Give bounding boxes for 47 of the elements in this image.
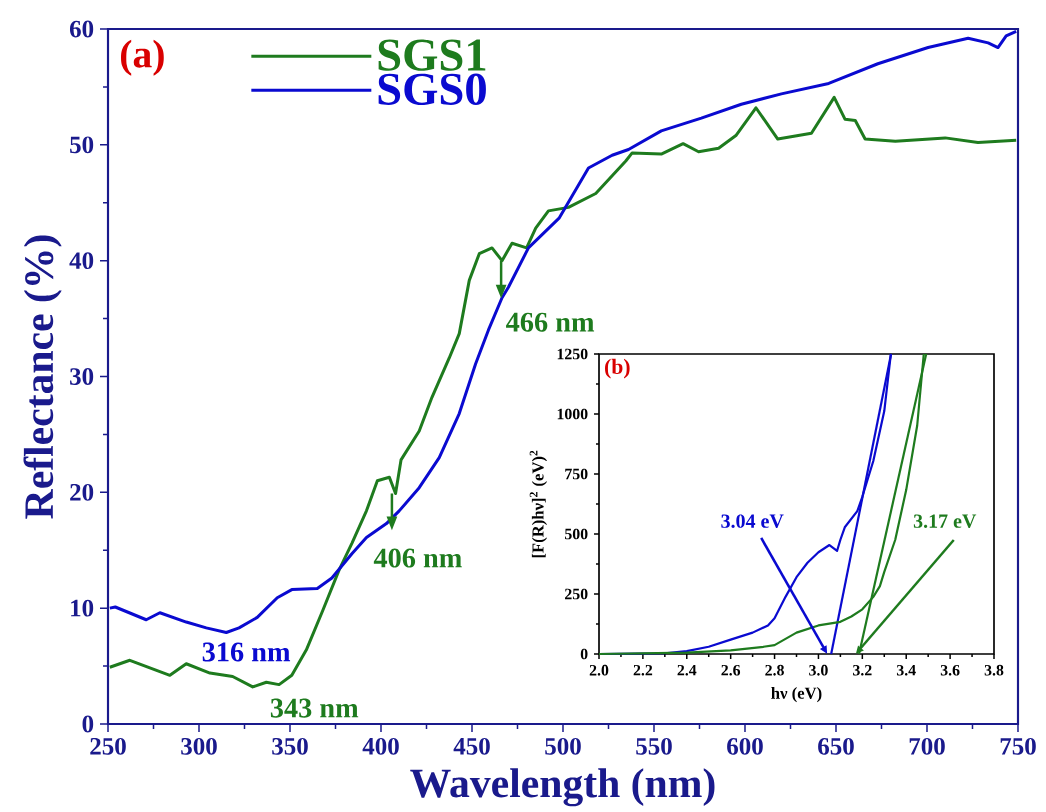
x-tick-label: 700 bbox=[909, 737, 945, 755]
x-tick-label: 650 bbox=[818, 737, 854, 755]
y-tick-label: 20 bbox=[70, 483, 94, 501]
x-tick-label: 2.2 bbox=[633, 664, 653, 676]
annotation: 3.04 eV bbox=[721, 514, 784, 528]
x-tick-label: 300 bbox=[181, 737, 217, 755]
x-tick-label: 450 bbox=[453, 737, 490, 755]
y-tick-label: 50 bbox=[70, 136, 94, 154]
annotation: (a) bbox=[121, 39, 164, 76]
x-tick-label: 2.6 bbox=[721, 664, 741, 676]
y-axis-title: [F(R)hν]$^{2}$ (eV)$^{2}$ bbox=[529, 450, 548, 558]
x-tick-label: 600 bbox=[727, 737, 763, 755]
legend-label: SGS1 bbox=[378, 39, 486, 71]
y-tick-label: 40 bbox=[69, 252, 94, 270]
x-tick-label: 2.8 bbox=[765, 664, 784, 676]
y-tick-label: 10 bbox=[71, 599, 94, 617]
x-tick-label: 2.4 bbox=[677, 664, 697, 676]
legend-label: SGS0 bbox=[378, 73, 486, 106]
x-tick-label: 3.6 bbox=[940, 664, 960, 676]
annotation: 3.17 eV bbox=[913, 514, 977, 528]
y-tick-label: 0 bbox=[82, 715, 94, 733]
x-tick-label: 3.8 bbox=[984, 664, 1004, 676]
x-axis-title: hν (eV) bbox=[771, 687, 822, 703]
x-tick-label: 3.2 bbox=[853, 664, 872, 676]
y-tick-label: 250 bbox=[565, 588, 588, 600]
annotation: (b) bbox=[605, 358, 630, 379]
y-tick-label: 30 bbox=[70, 368, 94, 385]
x-tick-label: 2.0 bbox=[589, 664, 609, 676]
x-tick-label: 350 bbox=[272, 737, 308, 755]
x-tick-label: 550 bbox=[636, 737, 672, 755]
annotation: 316 nm bbox=[202, 642, 291, 662]
y-tick-label: 60 bbox=[69, 20, 94, 38]
y-tick-label: 1250 bbox=[557, 348, 588, 360]
x-axis-title: Wavelength (nm) bbox=[410, 768, 715, 807]
x-tick-label: 3.0 bbox=[809, 664, 828, 676]
y-tick-label: 1000 bbox=[557, 408, 588, 420]
y-tick-label: 500 bbox=[564, 528, 588, 540]
annotation: 343 nm bbox=[270, 698, 359, 718]
x-tick-label: 400 bbox=[362, 737, 399, 755]
x-tick-label: 3.4 bbox=[896, 664, 916, 676]
annotation: 406 nm bbox=[373, 548, 462, 568]
x-tick-label: 250 bbox=[90, 737, 126, 755]
y-axis-title: Reflectance (%) bbox=[23, 235, 62, 519]
annotation: 466 nm bbox=[506, 312, 595, 332]
y-tick-label: 750 bbox=[565, 468, 588, 480]
x-tick-label: 750 bbox=[1000, 737, 1036, 755]
y-tick-label: 0 bbox=[580, 648, 588, 660]
